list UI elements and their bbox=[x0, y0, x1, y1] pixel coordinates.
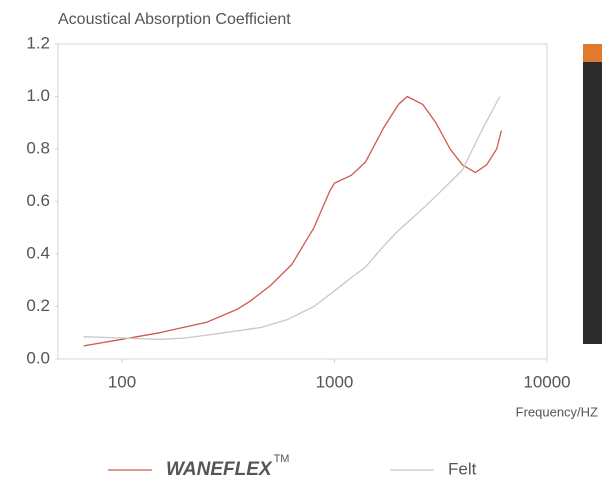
y-tick-label: 1.0 bbox=[26, 86, 50, 105]
y-tick-label: 0.8 bbox=[26, 138, 50, 157]
legend-trademark: TM bbox=[274, 453, 290, 465]
photo-strip-accent bbox=[583, 44, 602, 62]
chart-title: Acoustical Absorption Coefficient bbox=[58, 11, 291, 28]
chart: Acoustical Absorption Coefficient Freque… bbox=[0, 0, 602, 480]
legend-label: Felt bbox=[448, 459, 477, 478]
x-axis-label: Frequency/HZ bbox=[516, 404, 598, 419]
y-tick-label: 0.0 bbox=[26, 348, 50, 367]
y-tick-label: 1.2 bbox=[26, 33, 50, 52]
x-tick-label: 10000 bbox=[523, 372, 570, 391]
x-tick-label: 1000 bbox=[316, 372, 354, 391]
y-tick-label: 0.2 bbox=[26, 296, 50, 315]
series-line bbox=[84, 97, 500, 340]
photo-strip bbox=[583, 44, 602, 344]
y-tick-label: 0.4 bbox=[26, 243, 50, 262]
legend-label: WANEFLEX bbox=[166, 459, 273, 480]
page: {"chart_data": { "type": "line", "title"… bbox=[0, 0, 602, 480]
series-line bbox=[84, 97, 502, 346]
y-tick-label: 0.6 bbox=[26, 191, 50, 210]
x-tick-label: 100 bbox=[108, 372, 136, 391]
